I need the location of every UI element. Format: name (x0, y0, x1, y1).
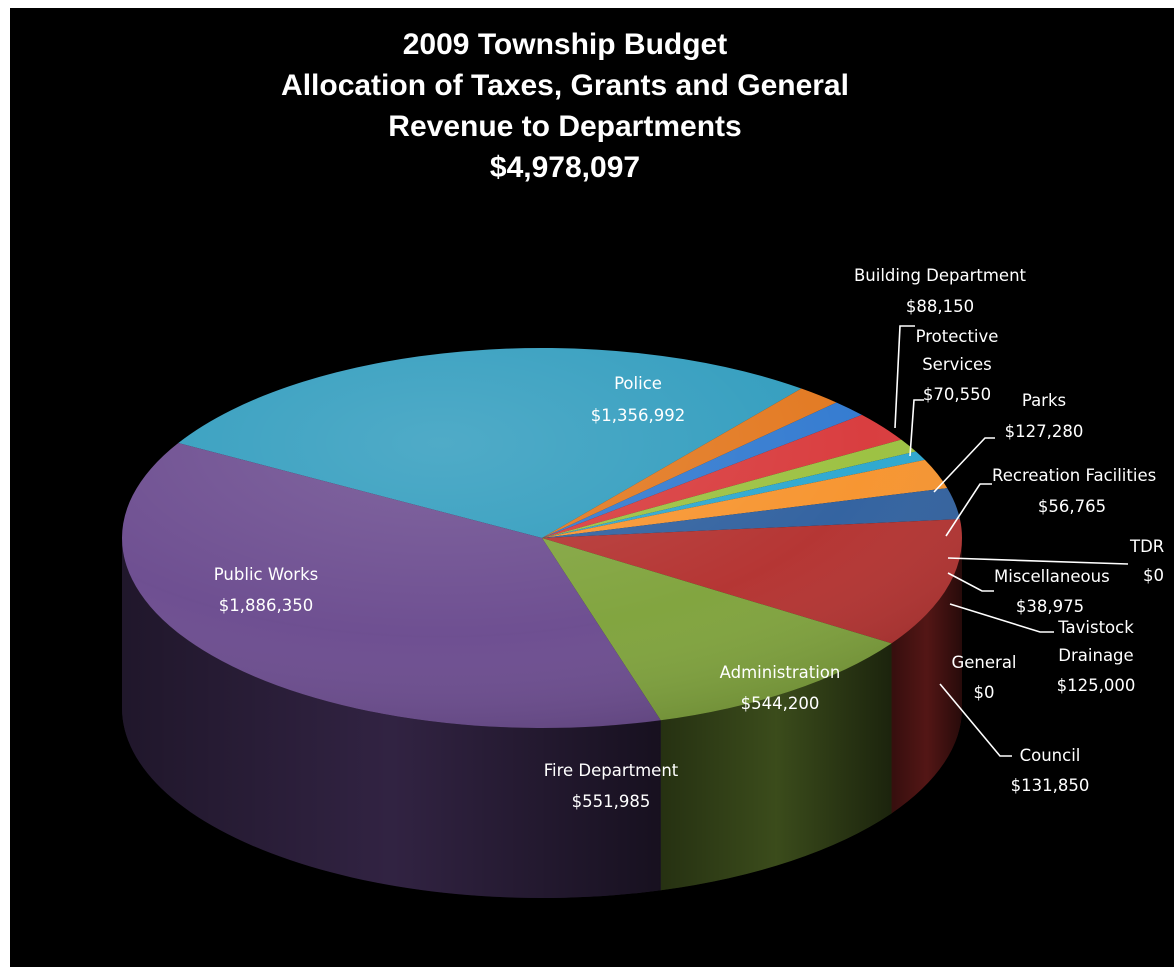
leader-line-tdr (947, 557, 1129, 565)
label-general-value: $0 (974, 683, 995, 702)
label-police-value: $1,356,992 (591, 406, 685, 425)
label-public-works-value: $1,886,350 (219, 596, 313, 615)
title-line-2: Allocation of Taxes, Grants and General (281, 69, 849, 102)
label-misc-value: $38,975 (1016, 597, 1084, 616)
pie-side-shade-administration (891, 538, 962, 814)
label-fire-name: Fire Department (544, 761, 679, 780)
label-building-value: $88,150 (906, 297, 974, 316)
label-protective-line2: Services (922, 355, 992, 374)
leader-line-parks (933, 437, 995, 493)
label-general-name: General (951, 653, 1016, 672)
pie-shine (122, 348, 962, 728)
label-tavistock-line2: Drainage (1058, 646, 1133, 665)
label-tavistock-line1: Tavistock (1057, 618, 1134, 637)
pie-side-shade-fire-department (660, 643, 892, 891)
label-building-name: Building Department (854, 266, 1027, 285)
label-recreation-value: $56,765 (1038, 497, 1106, 516)
leader-line-protective (909, 399, 924, 457)
label-recreation-name: Recreation Facilities (992, 466, 1156, 485)
label-tdr-name: TDR (1129, 537, 1164, 556)
label-administration-name: Administration (720, 663, 841, 682)
leader-lines (894, 325, 1129, 757)
label-public-works-name: Public Works (214, 565, 318, 584)
label-parks-value: $127,280 (1005, 422, 1084, 441)
chart-frame: 2009 Township Budget Allocation of Taxes… (10, 8, 1174, 967)
chart-title: 2009 Township Budget Allocation of Taxes… (10, 24, 1120, 188)
pie-sides (122, 538, 962, 898)
pie-top-highlight (122, 348, 962, 728)
slice-labels: Police $1,356,992 Building Department $8… (214, 266, 1164, 811)
title-line-4: $4,978,097 (489, 151, 641, 184)
label-fire-value: $551,985 (572, 792, 651, 811)
label-tdr-value: $0 (1143, 566, 1164, 585)
label-tavistock-value: $125,000 (1057, 676, 1136, 695)
label-council-name: Council (1020, 746, 1081, 765)
label-police-name: Police (614, 374, 662, 393)
pie-side-shade-public-works (122, 538, 661, 898)
title-line-1: 2009 Township Budget (402, 28, 728, 61)
label-council-value: $131,850 (1011, 776, 1090, 795)
label-misc-name: Miscellaneous (994, 567, 1110, 586)
label-protective-value: $70,550 (923, 385, 991, 404)
leader-line-council (939, 683, 1012, 757)
leader-line-recreation (945, 483, 992, 537)
pie-chart: Police $1,356,992 Building Department $8… (121, 266, 1164, 898)
label-parks-name: Parks (1022, 391, 1066, 410)
label-protective-line1: Protective (916, 327, 999, 346)
label-administration-value: $544,200 (741, 694, 820, 713)
leader-line-tavistock (949, 603, 1054, 633)
leader-line-misc (947, 572, 994, 592)
leader-line-building (894, 325, 915, 429)
title-line-3: Revenue to Departments (388, 110, 742, 143)
